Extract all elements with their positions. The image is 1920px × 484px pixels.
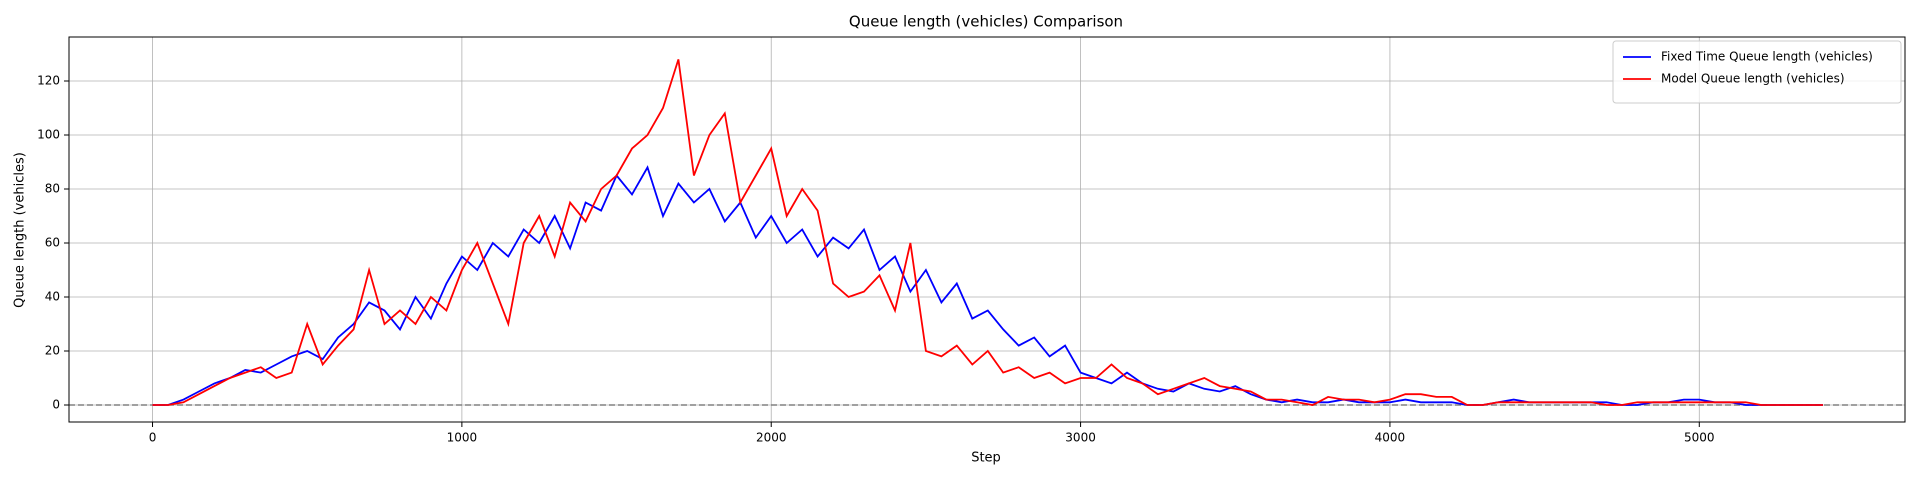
y-tick-label: 40 xyxy=(45,289,60,303)
legend-box xyxy=(1612,40,1902,104)
legend-label: Model Queue length (vehicles) xyxy=(1661,72,1845,86)
legend: Fixed Time Queue length (vehicles) Model … xyxy=(1612,40,1902,104)
legend-label: Fixed Time Queue length (vehicles) xyxy=(1661,50,1873,64)
x-tick-label: 1000 xyxy=(447,431,478,445)
y-tick-label: 60 xyxy=(45,235,60,249)
y-tick-label: 100 xyxy=(37,128,60,142)
y-tick-label: 0 xyxy=(52,397,60,411)
x-tick-label: 4000 xyxy=(1375,431,1406,445)
x-tick-label: 3000 xyxy=(1065,431,1096,445)
x-axis-label: Step xyxy=(971,451,1001,466)
x-tick-label: 2000 xyxy=(756,431,787,445)
y-tick-label: 20 xyxy=(45,343,60,357)
x-tick-label: 5000 xyxy=(1684,431,1715,445)
data-line xyxy=(152,165,1823,406)
x-tick-label: 0 xyxy=(149,431,157,445)
y-tick-label: 80 xyxy=(45,182,60,196)
chart-title: Queue length (vehicles) Comparison xyxy=(849,13,1123,31)
y-axis-label: Queue length (vehicles) xyxy=(13,152,28,308)
plot-frame xyxy=(68,36,1906,423)
data-line xyxy=(152,59,1823,406)
y-tick-label: 120 xyxy=(37,74,60,88)
